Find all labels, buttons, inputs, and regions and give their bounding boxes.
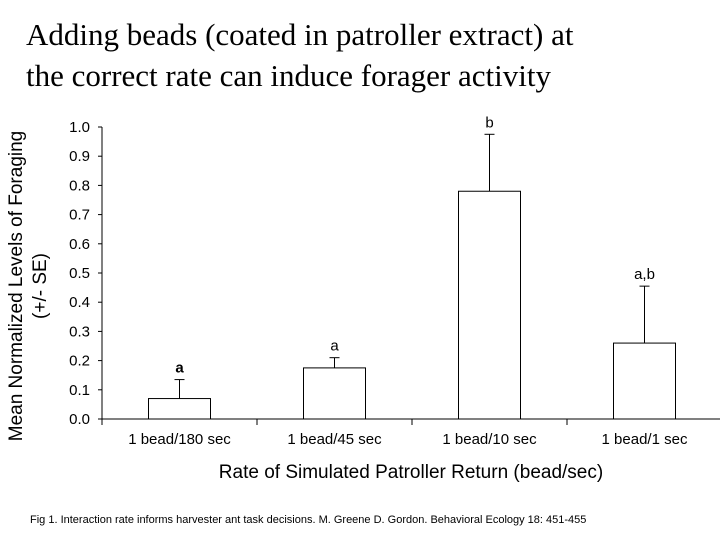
significance-label: a [330, 338, 339, 355]
y-tick-label: 0.3 [69, 323, 90, 340]
category-label: 1 bead/180 sec [128, 431, 231, 448]
bar [458, 190, 521, 420]
y-tick-label: 0.4 [69, 294, 90, 311]
title-line-2: the correct rate can induce forager acti… [26, 58, 551, 93]
y-axis-title-line-2: (+/- SE) [30, 253, 51, 319]
y-tick-label: 0.1 [69, 382, 90, 399]
y-tick-label: 0.2 [69, 353, 90, 370]
y-tick-label: 1.0 [69, 119, 90, 136]
category-labels: 1 bead/180 sec 1 bead/45 sec 1 bead/10 sec… [128, 431, 688, 448]
bars [148, 190, 676, 420]
category-label: 1 bead/10 sec [442, 431, 537, 448]
y-axis-title-line-1: Mean Normalized Levels of Foraging [6, 131, 27, 442]
slide-title: Adding beads (coated in patroller extrac… [26, 14, 706, 96]
title-line-1: Adding beads (coated in patroller extrac… [26, 17, 574, 52]
y-tick-label: 0.9 [69, 148, 90, 165]
bar-annotations: a a b a,b [175, 114, 655, 376]
bar [613, 342, 676, 420]
y-tick-label: 0.6 [69, 236, 90, 253]
y-tick-label: 0.7 [69, 207, 90, 224]
significance-label: a,b [634, 266, 655, 283]
y-tick-label: 0.0 [69, 411, 90, 428]
y-axis-title: Mean Normalized Levels of Foraging (+/- … [6, 131, 51, 442]
bar [148, 398, 211, 420]
figure-caption: Fig 1. Interaction rate informs harveste… [30, 514, 587, 526]
category-label: 1 bead/45 sec [287, 431, 382, 448]
error-bars [174, 133, 650, 399]
bar [303, 367, 366, 420]
x-axis-title: Rate of Simulated Patroller Return (bead… [219, 462, 603, 483]
y-tick-label: 0.5 [69, 265, 90, 282]
category-label: 1 bead/1 sec [602, 431, 688, 448]
y-ticks: 0.0 0.1 0.2 0.3 0.4 0.5 0.6 0.7 0.8 0.9 1.0 [69, 119, 102, 428]
significance-label: b [485, 114, 493, 131]
x-ticks [101, 419, 568, 425]
y-tick-label: 0.8 [69, 177, 90, 194]
significance-label: a [175, 360, 184, 377]
